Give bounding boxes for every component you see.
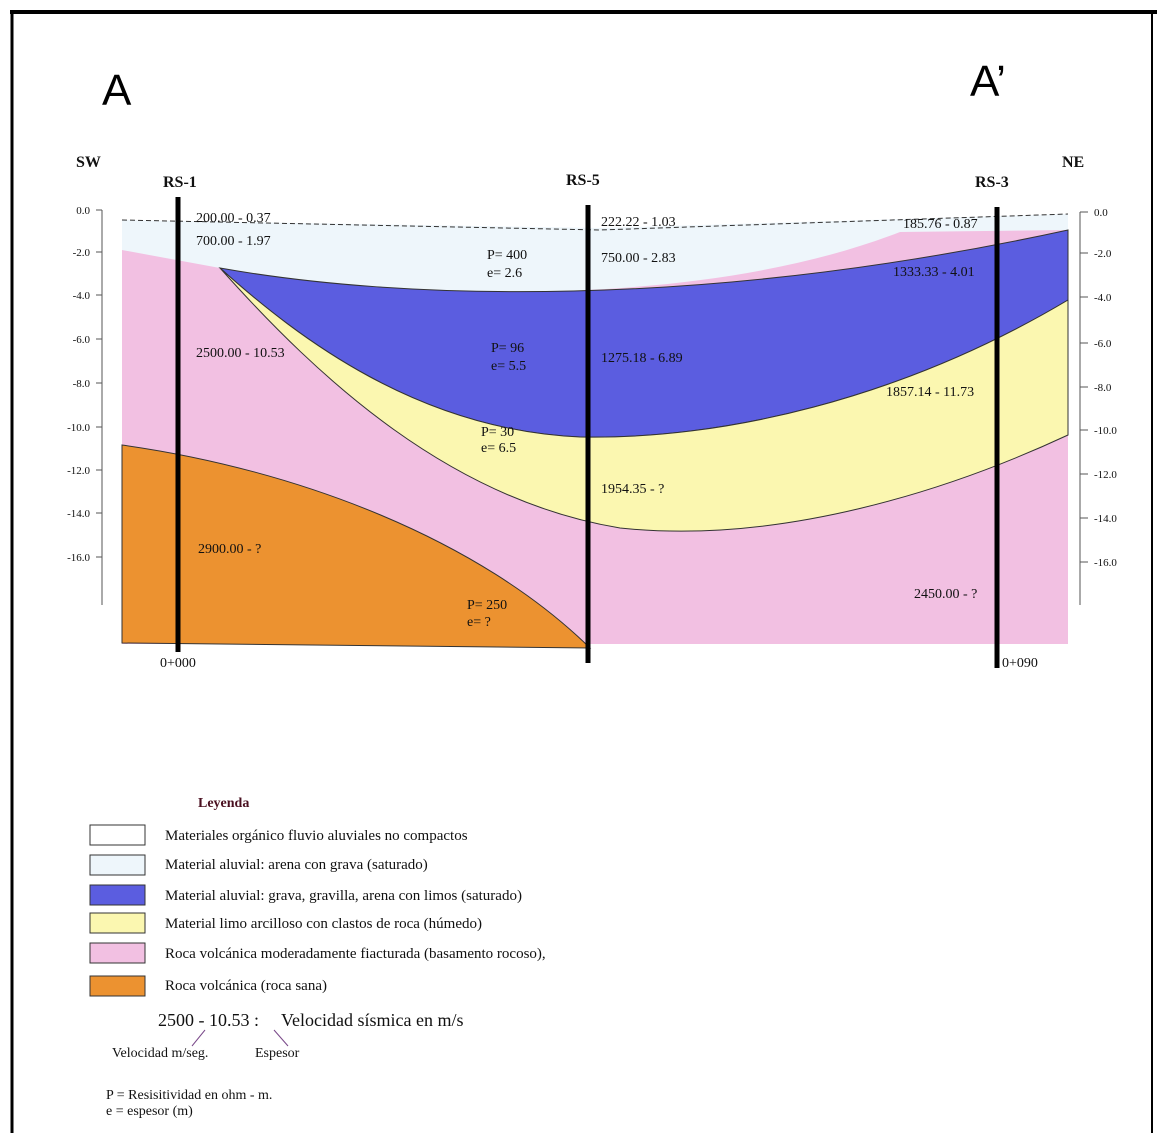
legend-swatch — [90, 943, 145, 963]
depth-label: -4.0 — [1094, 292, 1112, 304]
direction-left: SW — [76, 154, 101, 171]
resistivity-label: P= 250 — [467, 598, 507, 613]
resistivity-label: e= ? — [467, 615, 491, 630]
legend-swatch — [90, 885, 145, 905]
layer-label: 1954.35 - ? — [601, 482, 664, 497]
legend-label: Roca volcánica (roca sana) — [165, 978, 327, 994]
legend-swatch — [90, 976, 145, 996]
chainage-label: 0+090 — [1002, 656, 1038, 671]
velocity-caption: Velocidad sísmica en m/s — [281, 1010, 463, 1030]
depth-label: -2.0 — [1094, 248, 1112, 260]
layer-label: 1333.33 - 4.01 — [893, 265, 975, 280]
legend-label: Materiales orgánico fluvio aluviales no … — [165, 828, 468, 844]
layer-label: 200.00 - 0.37 — [196, 211, 271, 226]
note: P = Resisitividad en ohm - m. — [106, 1088, 272, 1103]
layer-label: 2900.00 - ? — [198, 542, 261, 557]
section-end: A’ — [970, 57, 1006, 106]
depth-label: -6.0 — [73, 334, 91, 346]
layer-label: 2450.00 - ? — [914, 587, 977, 602]
borehole-label: RS-5 — [566, 172, 600, 189]
velocity-example: 2500 - 10.53 : — [158, 1010, 259, 1030]
depth-label: -8.0 — [73, 378, 91, 390]
section-start: A — [102, 66, 132, 115]
depth-label: -4.0 — [73, 290, 91, 302]
depth-label: 0.0 — [76, 205, 90, 217]
depth-label: -6.0 — [1094, 338, 1112, 350]
direction-right: NE — [1062, 154, 1084, 171]
depth-label: -16.0 — [67, 552, 90, 564]
legend-label: Material aluvial: grava, gravilla, arena… — [165, 888, 522, 904]
legend-label: Material limo arcilloso con clastos de r… — [165, 916, 482, 932]
depth-label: -10.0 — [1094, 425, 1117, 437]
layer-label: 750.00 - 2.83 — [601, 251, 676, 266]
resistivity-label: P= 96 — [491, 341, 524, 356]
depth-label: -10.0 — [67, 422, 90, 434]
page: A A’ SW NE Leyenda 2500 - 10.53 : Veloci… — [0, 0, 1157, 1133]
thickness-note: Espesor — [255, 1046, 300, 1061]
layer-label: 2500.00 - 10.53 — [196, 346, 285, 361]
chainage-label: 0+000 — [160, 656, 196, 671]
resistivity-label: P= 400 — [487, 248, 527, 263]
depth-label: -14.0 — [1094, 513, 1117, 525]
layer-label: 1275.18 - 6.89 — [601, 351, 683, 366]
note: e = espesor (m) — [106, 1104, 193, 1119]
layer-label: 185.76 - 0.87 — [903, 217, 978, 232]
legend-label: Material aluvial: arena con grava (satur… — [165, 857, 428, 873]
layer-label: 700.00 - 1.97 — [196, 234, 271, 249]
depth-label: 0.0 — [1094, 207, 1108, 219]
legend-label: Roca volcánica moderadamente fiacturada … — [165, 946, 546, 962]
depth-label: -16.0 — [1094, 557, 1117, 569]
layer-label: 222.22 - 1.03 — [601, 215, 676, 230]
resistivity-label: e= 2.6 — [487, 266, 522, 281]
borehole-label: RS-3 — [975, 174, 1009, 191]
depth-label: -12.0 — [1094, 469, 1117, 481]
legend-swatch — [90, 855, 145, 875]
depth-label: -8.0 — [1094, 382, 1112, 394]
depth-label: -14.0 — [67, 508, 90, 520]
resistivity-label: e= 6.5 — [481, 441, 516, 456]
borehole-label: RS-1 — [163, 174, 197, 191]
legend-swatch — [90, 913, 145, 933]
legend-swatch — [90, 825, 145, 845]
resistivity-label: e= 5.5 — [491, 359, 526, 374]
depth-label: -2.0 — [73, 247, 91, 259]
resistivity-label: P= 30 — [481, 425, 514, 440]
velocity-note: Velocidad m/seg. — [112, 1046, 208, 1061]
legend-title: Leyenda — [198, 796, 249, 811]
layer-label: 1857.14 - 11.73 — [886, 385, 974, 400]
depth-label: -12.0 — [67, 465, 90, 477]
